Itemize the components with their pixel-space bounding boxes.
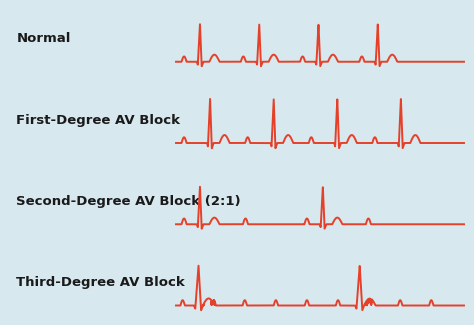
Text: Second-Degree AV Block (2:1): Second-Degree AV Block (2:1) [16, 195, 241, 208]
Text: Normal: Normal [16, 32, 71, 46]
Text: First-Degree AV Block: First-Degree AV Block [16, 114, 180, 127]
Text: Third-Degree AV Block: Third-Degree AV Block [16, 276, 185, 289]
